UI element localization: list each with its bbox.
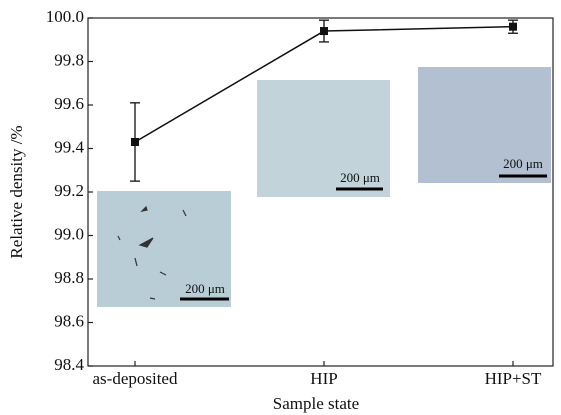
y-tick-label: 98.8 xyxy=(54,268,84,287)
marker xyxy=(509,22,517,31)
pore xyxy=(149,297,156,300)
y-tick-label: 98.4 xyxy=(54,355,84,374)
x-tick-label: HIP xyxy=(310,369,337,388)
x-tick-label: HIP+ST xyxy=(485,369,542,388)
marker xyxy=(320,27,328,36)
pore xyxy=(140,205,148,212)
scale-label: 200 μm xyxy=(185,281,225,296)
pore xyxy=(117,235,121,241)
micrograph xyxy=(97,191,231,307)
x-tick-label: as-deposited xyxy=(93,369,178,388)
x-axis-label: Sample state xyxy=(273,394,359,413)
y-axis-label: Relative density /% xyxy=(7,125,26,258)
y-tick-label: 98.6 xyxy=(54,311,84,330)
marker xyxy=(131,137,139,146)
pore xyxy=(182,209,187,217)
pore xyxy=(134,257,138,267)
micrograph xyxy=(257,80,390,197)
y-tick-label: 99.2 xyxy=(54,181,84,200)
y-tick-label: 100.0 xyxy=(46,7,84,26)
y-tick-label: 99.0 xyxy=(54,224,84,243)
scale-label: 200 μm xyxy=(503,156,543,171)
y-tick-label: 99.6 xyxy=(54,94,84,113)
y-tick-label: 99.4 xyxy=(54,137,84,156)
y-tick-label: 99.8 xyxy=(54,50,84,69)
pore xyxy=(159,271,167,276)
micrograph xyxy=(418,67,551,183)
pore xyxy=(138,237,154,248)
scale-label: 200 μm xyxy=(340,170,380,185)
